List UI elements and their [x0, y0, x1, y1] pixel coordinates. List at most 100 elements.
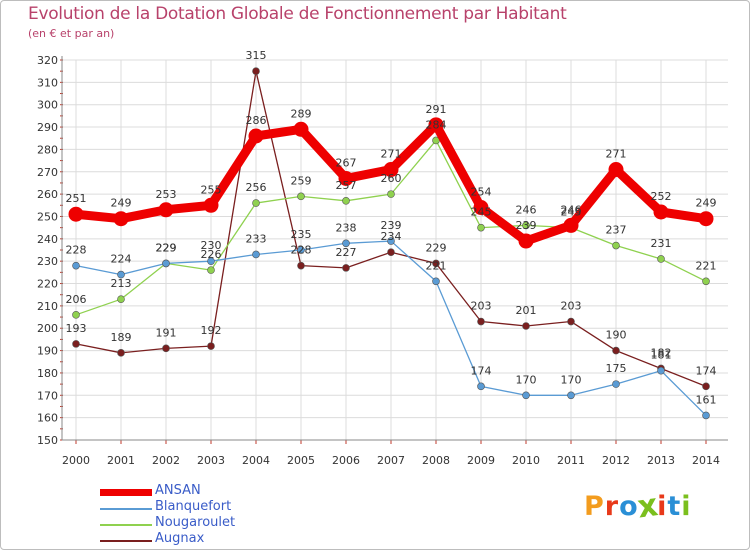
data-label: 161	[696, 393, 717, 406]
data-label: 206	[66, 293, 87, 306]
data-label: 174	[471, 364, 492, 377]
data-point	[522, 221, 530, 230]
legend-swatch	[100, 524, 152, 526]
data-point	[432, 259, 440, 268]
x-tick-label: 2002	[152, 454, 180, 467]
data-label: 174	[696, 364, 717, 377]
data-label: 221	[426, 259, 447, 272]
data-point	[653, 204, 669, 220]
data-label: 193	[66, 322, 87, 335]
data-label: 249	[111, 197, 132, 210]
x-tick-label: 2014	[692, 454, 720, 467]
data-label: 229	[156, 241, 177, 254]
y-tick-label: 170	[37, 389, 58, 402]
legend-swatch	[100, 489, 152, 496]
data-label: 224	[111, 253, 132, 266]
data-point	[567, 391, 575, 400]
series-group	[68, 67, 714, 420]
y-tick-label: 160	[37, 412, 58, 425]
x-tick-label: 2000	[62, 454, 90, 467]
data-point	[657, 366, 665, 375]
data-point	[387, 190, 395, 198]
data-point	[72, 311, 80, 319]
data-label: 234	[381, 230, 402, 243]
data-label: 291	[426, 103, 447, 116]
data-label: 245	[471, 206, 492, 219]
y-tick-label: 240	[37, 233, 58, 246]
data-label: 203	[561, 300, 582, 313]
logo-letter: i	[657, 491, 668, 522]
data-point	[293, 121, 309, 137]
logo-letter: r	[604, 491, 620, 522]
data-point	[117, 295, 125, 303]
data-point	[252, 67, 260, 75]
data-label: 229	[426, 241, 447, 254]
chart-subtitle: (en € et par an)	[28, 27, 115, 40]
data-label: 253	[156, 188, 177, 201]
data-label: 284	[426, 118, 447, 131]
data-label: 175	[606, 362, 627, 375]
data-point	[207, 266, 215, 274]
data-point	[338, 170, 354, 186]
data-label: 259	[291, 174, 312, 187]
data-point	[522, 322, 530, 330]
line-chart: 150 160 170 180 190 200 210 220 230 240 250 260 270 2…	[37, 49, 728, 467]
y-tick-label: 320	[37, 54, 58, 67]
x-tick-label: 2003	[197, 454, 225, 467]
x-tick-label: 2011	[557, 454, 585, 467]
legend-swatch	[100, 540, 152, 542]
proxiti-logo: Proxiti	[584, 487, 692, 525]
data-point	[612, 241, 620, 250]
data-point	[477, 382, 485, 391]
x-tick-label: 2010	[512, 454, 540, 467]
data-point	[428, 117, 444, 133]
data-label: 230	[201, 239, 222, 252]
data-point	[158, 202, 174, 218]
data-label: 190	[606, 329, 627, 342]
data-point	[702, 277, 710, 286]
x-tick-label: 2006	[332, 454, 360, 467]
y-tick-label: 150	[37, 434, 58, 447]
data-label: 255	[201, 183, 222, 196]
data-label: 226	[201, 248, 222, 261]
x-tick-label: 2001	[107, 454, 135, 467]
data-labels: 251 249 253 255 286 289 267 271 291 254 239 246 271 2…	[66, 49, 717, 406]
data-label: 192	[201, 324, 222, 337]
y-tick-label: 200	[37, 322, 58, 335]
data-label: 231	[651, 237, 672, 250]
data-point	[113, 211, 129, 227]
data-point	[387, 237, 395, 245]
data-point	[567, 317, 575, 326]
data-label: 239	[381, 219, 402, 232]
data-label: 251	[66, 192, 87, 205]
data-point	[162, 344, 170, 353]
data-point	[117, 349, 125, 357]
data-label: 252	[651, 190, 672, 203]
data-point	[477, 223, 485, 232]
data-point	[72, 340, 80, 348]
data-label: 254	[471, 186, 492, 199]
y-tick-label: 220	[37, 278, 58, 291]
x-tick-label: 2009	[467, 454, 495, 467]
data-point	[387, 248, 395, 257]
data-label: 237	[606, 224, 627, 237]
x-tick-label: 2005	[287, 454, 315, 467]
y-tick-label: 260	[37, 188, 58, 201]
data-point	[207, 342, 215, 350]
data-point	[207, 257, 215, 265]
data-label: 249	[696, 197, 717, 210]
data-label: 191	[156, 326, 177, 339]
data-label: 246	[561, 203, 582, 216]
logo-letter: i	[681, 491, 692, 522]
data-label: 181	[651, 349, 672, 362]
data-point	[342, 239, 350, 248]
data-label: 203	[471, 300, 492, 313]
legend-label: Blanquefort	[155, 499, 232, 514]
data-point	[342, 197, 350, 205]
x-tick-label: 2008	[422, 454, 450, 467]
data-point	[477, 317, 485, 326]
y-tick-label: 180	[37, 367, 58, 380]
x-tick-label: 2007	[377, 454, 405, 467]
data-label: 315	[246, 49, 267, 62]
series-ansan	[68, 117, 714, 249]
